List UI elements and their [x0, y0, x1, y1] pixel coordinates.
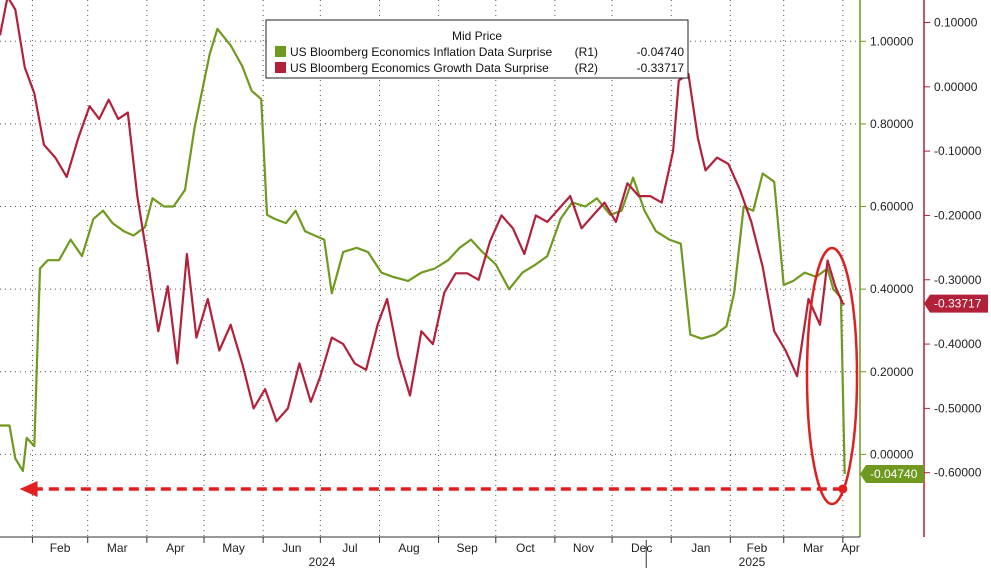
highlight-ellipse	[805, 246, 859, 506]
legend-label-inflation: US Bloomberg Economics Inflation Data Su…	[290, 45, 552, 59]
r1-tick-label-0: 1.00000	[870, 34, 914, 48]
legend-last-growth: -0.33717	[637, 61, 685, 75]
x-tick-label-14: Apr	[841, 541, 860, 555]
grid-layer	[0, 0, 860, 537]
legend-axis-inflation: (R1)	[575, 45, 598, 59]
x-tick-label-6: Aug	[398, 541, 419, 555]
x-tick-label-9: Nov	[573, 541, 594, 555]
r1-tick-label-2: 0.60000	[870, 200, 914, 214]
x-tick-label-13: Mar	[803, 541, 824, 555]
r2-last-badge-text: -0.33717	[934, 297, 982, 311]
year-label-2024: 2024	[309, 555, 336, 568]
x-tick-label-12: Feb	[747, 541, 768, 555]
series-layer	[0, 0, 846, 475]
x-tick-label-2: Apr	[166, 541, 185, 555]
r2-tick-label-3: -0.20000	[934, 208, 982, 222]
r1-last-badge-text: -0.04740	[870, 467, 918, 481]
legend-swatch-inflation	[275, 46, 286, 57]
r1-tick-label-1: 0.80000	[870, 117, 914, 131]
r2-tick-label-1: 0.00000	[934, 80, 978, 94]
x-tick-label-8: Oct	[516, 541, 535, 555]
x-tick-label-0: Feb	[50, 541, 71, 555]
x-tick-label-10: Dec	[631, 541, 652, 555]
legend-label-growth: US Bloomberg Economics Growth Data Surpr…	[290, 61, 549, 75]
series-line-inflation	[0, 27, 846, 475]
x-tick-label-7: Sep	[457, 541, 479, 555]
x-tick-label-1: Mar	[107, 541, 128, 555]
r1-tick-label-4: 0.20000	[870, 365, 914, 379]
series-line-growth	[0, 0, 845, 423]
legend-axis-growth: (R2)	[575, 61, 598, 75]
x-tick-label-11: Jan	[691, 541, 710, 555]
r2-last-badge-bg	[924, 294, 988, 313]
r2-tick-label-0: 0.10000	[934, 16, 978, 30]
r1-tick-label-5: 0.00000	[870, 447, 914, 461]
legend-box	[265, 19, 689, 79]
annotation-layer	[19, 246, 859, 506]
r2-tick-label-5: -0.40000	[934, 337, 982, 351]
x-tick-label-5: Jul	[342, 541, 357, 555]
r2-tick-label-2: -0.10000	[934, 144, 982, 158]
r2-tick-label-7: -0.60000	[934, 466, 982, 480]
legend-last-inflation: -0.04740	[637, 45, 685, 59]
x-tick-label-3: May	[222, 541, 245, 555]
legend-title: Mid Price	[452, 29, 502, 43]
r1-tick-label-3: 0.40000	[870, 282, 914, 296]
r1-last-badge-bg	[860, 464, 924, 483]
x-tick-label-4: Jun	[282, 541, 301, 555]
r2-tick-label-6: -0.50000	[934, 401, 982, 415]
legend-swatch-growth	[275, 62, 286, 73]
year-label-2025: 2025	[739, 555, 766, 568]
r2-tick-label-4: -0.30000	[934, 273, 982, 287]
legend: Mid Price US Bloomberg Economics Inflati…	[265, 19, 689, 79]
dashed-arrow-head	[19, 480, 38, 497]
